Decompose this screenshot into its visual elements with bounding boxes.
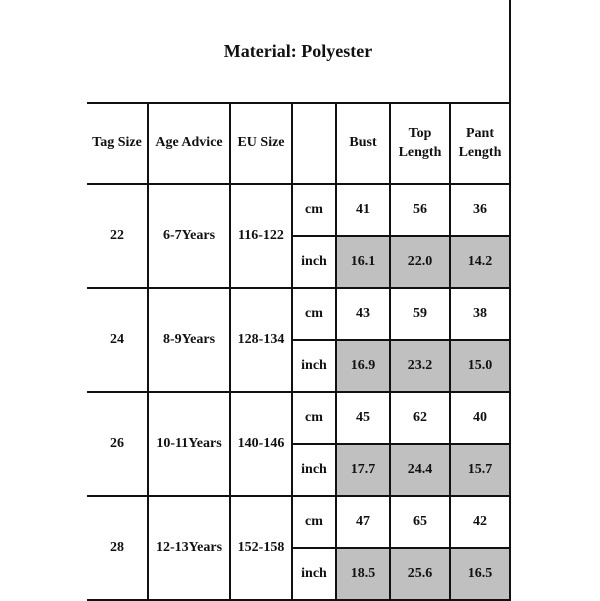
unit-cell: inch <box>291 235 337 289</box>
bust-cell: 16.1 <box>335 235 391 289</box>
unit-cell: inch <box>291 339 337 393</box>
pant-length-cell: 40 <box>449 391 511 445</box>
table-row: 22 6-7Years 116-122 cm 41 56 36 <box>87 183 511 289</box>
bust-cell: 16.9 <box>335 339 391 393</box>
header-top-length: Top Length <box>389 102 451 185</box>
eu-size-cell: 128-134 <box>229 287 293 393</box>
table-row: 26 10-11Years 140-146 cm 45 62 40 <box>87 391 511 497</box>
tag-size-cell: 28 <box>87 495 149 601</box>
bust-cell: 43 <box>335 287 391 341</box>
header-row: Tag Size Age Advice EU Size Bust Top Leng… <box>87 102 511 185</box>
unit-cell: cm <box>291 183 337 237</box>
table-row: inch 17.7 24.4 15.7 <box>87 443 511 497</box>
header-pant-length-line2: Length <box>458 144 502 160</box>
table-row: 24 8-9Years 128-134 cm 43 59 38 <box>87 287 511 393</box>
age-advice-cell: 10-11Years <box>147 391 231 497</box>
pant-length-cell: 42 <box>449 495 511 549</box>
material-title: Material: Polyester <box>223 40 373 61</box>
unit-cell: inch <box>291 443 337 497</box>
table-row: inch 18.5 25.6 16.5 <box>87 547 511 601</box>
pant-length-cell: 15.7 <box>449 443 511 497</box>
header-age-advice: Age Advice <box>147 102 231 185</box>
pant-length-cell: 16.5 <box>449 547 511 601</box>
top-length-cell: 65 <box>389 495 451 549</box>
age-advice-cell: 12-13Years <box>147 495 231 601</box>
eu-size-cell: 152-158 <box>229 495 293 601</box>
pant-length-cell: 14.2 <box>449 235 511 289</box>
table-row: 28 12-13Years 152-158 cm 47 65 42 <box>87 495 511 601</box>
age-advice-cell: 8-9Years <box>147 287 231 393</box>
bust-cell: 47 <box>335 495 391 549</box>
right-border <box>509 0 511 104</box>
header-unit <box>291 102 337 185</box>
header-pant-length-line1: Pant <box>466 125 494 141</box>
size-chart-table: Tag Size Age Advice EU Size Bust Top Leng… <box>87 102 511 601</box>
bust-cell: 17.7 <box>335 443 391 497</box>
header-tag-size: Tag Size <box>87 102 149 185</box>
tag-size-cell: 26 <box>87 391 149 497</box>
eu-size-cell: 140-146 <box>229 391 293 497</box>
top-length-cell: 22.0 <box>389 235 451 289</box>
top-length-cell: 23.2 <box>389 339 451 393</box>
tag-size-cell: 24 <box>87 287 149 393</box>
header-bust: Bust <box>335 102 391 185</box>
header-pant-length: Pant Length <box>449 102 511 185</box>
unit-cell: cm <box>291 287 337 341</box>
unit-cell: cm <box>291 495 337 549</box>
table-row: inch 16.1 22.0 14.2 <box>87 235 511 289</box>
header-top-length-line2: Length <box>398 144 442 160</box>
top-length-cell: 59 <box>389 287 451 341</box>
header-top-length-line1: Top <box>408 125 432 141</box>
tag-size-cell: 22 <box>87 183 149 289</box>
top-length-cell: 25.6 <box>389 547 451 601</box>
pant-length-cell: 38 <box>449 287 511 341</box>
pant-length-cell: 15.0 <box>449 339 511 393</box>
bust-cell: 18.5 <box>335 547 391 601</box>
top-length-cell: 24.4 <box>389 443 451 497</box>
table-row: inch 16.9 23.2 15.0 <box>87 339 511 393</box>
unit-cell: inch <box>291 547 337 601</box>
pant-length-cell: 36 <box>449 183 511 237</box>
age-advice-cell: 6-7Years <box>147 183 231 289</box>
bust-cell: 41 <box>335 183 391 237</box>
eu-size-cell: 116-122 <box>229 183 293 289</box>
unit-cell: cm <box>291 391 337 445</box>
bust-cell: 45 <box>335 391 391 445</box>
top-length-cell: 62 <box>389 391 451 445</box>
top-length-cell: 56 <box>389 183 451 237</box>
header-eu-size: EU Size <box>229 102 293 185</box>
